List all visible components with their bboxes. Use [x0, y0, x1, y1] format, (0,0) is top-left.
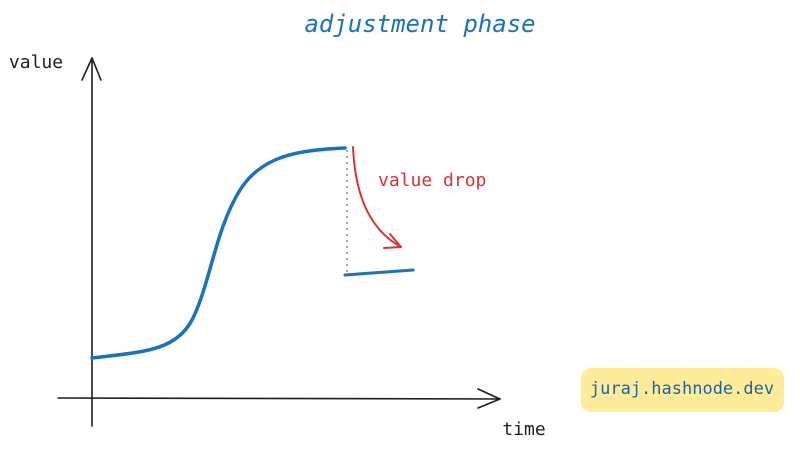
y-axis-label: value [9, 52, 63, 73]
annotation: value drop [378, 170, 486, 191]
dropped-value [343, 268, 415, 277]
x-axis [57, 397, 501, 400]
title: adjustment phase [304, 10, 535, 38]
drop-arrow [352, 146, 402, 248]
x-axis-arrow [477, 388, 501, 409]
badge: juraj.hashnode.dev [590, 379, 774, 399]
value-curve [90, 146, 347, 360]
badge-background [581, 368, 784, 412]
y-axis-arrow [81, 57, 102, 81]
x-axis-label: time [502, 419, 545, 440]
drop-arrow-head [383, 233, 402, 249]
